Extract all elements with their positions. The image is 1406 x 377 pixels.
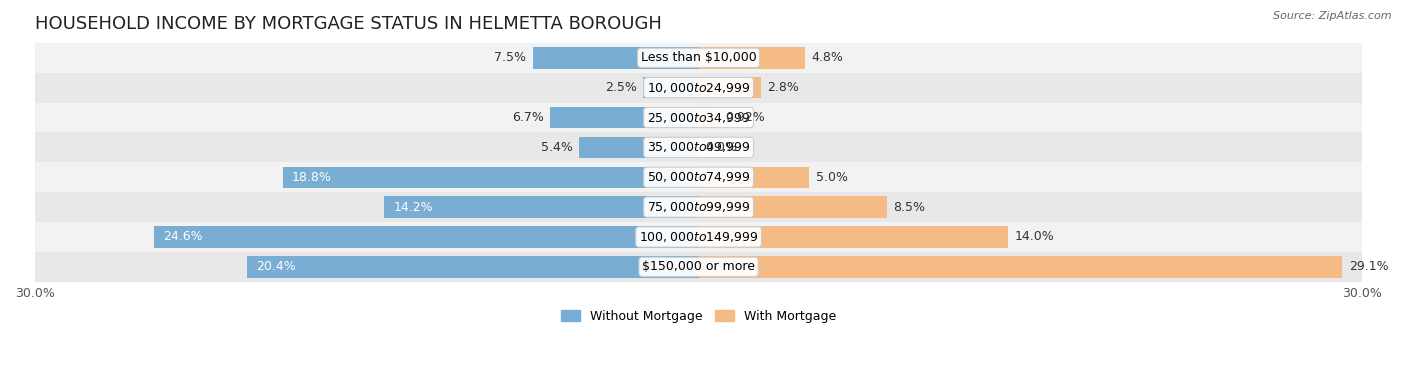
Bar [247, 256, 699, 277]
Bar [35, 132, 1362, 162]
Bar [35, 162, 1362, 192]
Bar [155, 226, 699, 248]
Legend: Without Mortgage, With Mortgage: Without Mortgage, With Mortgage [557, 305, 841, 328]
Text: 14.0%: 14.0% [1015, 230, 1054, 244]
Bar [644, 77, 699, 98]
Text: 24.6%: 24.6% [163, 230, 202, 244]
Text: 8.5%: 8.5% [893, 201, 925, 214]
Text: Less than $10,000: Less than $10,000 [641, 51, 756, 64]
Bar [35, 73, 1362, 103]
Bar [35, 222, 1362, 252]
Text: $50,000 to $74,999: $50,000 to $74,999 [647, 170, 751, 184]
Text: $25,000 to $34,999: $25,000 to $34,999 [647, 110, 751, 124]
Bar [699, 77, 761, 98]
Text: 6.7%: 6.7% [512, 111, 544, 124]
Bar [35, 43, 1362, 73]
Text: 2.8%: 2.8% [768, 81, 799, 94]
Text: 29.1%: 29.1% [1348, 261, 1389, 273]
Bar [550, 107, 699, 128]
Text: HOUSEHOLD INCOME BY MORTGAGE STATUS IN HELMETTA BOROUGH: HOUSEHOLD INCOME BY MORTGAGE STATUS IN H… [35, 15, 662, 33]
Bar [283, 167, 699, 188]
Text: 5.0%: 5.0% [815, 171, 848, 184]
Text: 0.0%: 0.0% [706, 141, 737, 154]
Bar [699, 226, 1008, 248]
Text: $35,000 to $49,999: $35,000 to $49,999 [647, 140, 751, 155]
Text: Source: ZipAtlas.com: Source: ZipAtlas.com [1274, 11, 1392, 21]
Bar [384, 196, 699, 218]
Text: $100,000 to $149,999: $100,000 to $149,999 [638, 230, 758, 244]
Text: 18.8%: 18.8% [291, 171, 332, 184]
Text: 20.4%: 20.4% [256, 261, 295, 273]
Bar [579, 136, 699, 158]
Text: 14.2%: 14.2% [394, 201, 433, 214]
Bar [35, 103, 1362, 132]
Text: 7.5%: 7.5% [494, 51, 526, 64]
Text: $10,000 to $24,999: $10,000 to $24,999 [647, 81, 751, 95]
Text: 2.5%: 2.5% [605, 81, 637, 94]
Text: 0.92%: 0.92% [725, 111, 765, 124]
Bar [699, 47, 804, 69]
Bar [699, 167, 810, 188]
Text: $75,000 to $99,999: $75,000 to $99,999 [647, 200, 751, 214]
Bar [699, 107, 718, 128]
Bar [35, 252, 1362, 282]
Text: $150,000 or more: $150,000 or more [643, 261, 755, 273]
Text: 4.8%: 4.8% [811, 51, 844, 64]
Bar [699, 196, 887, 218]
Bar [533, 47, 699, 69]
Bar [699, 256, 1343, 277]
Bar [35, 192, 1362, 222]
Text: 5.4%: 5.4% [541, 141, 572, 154]
